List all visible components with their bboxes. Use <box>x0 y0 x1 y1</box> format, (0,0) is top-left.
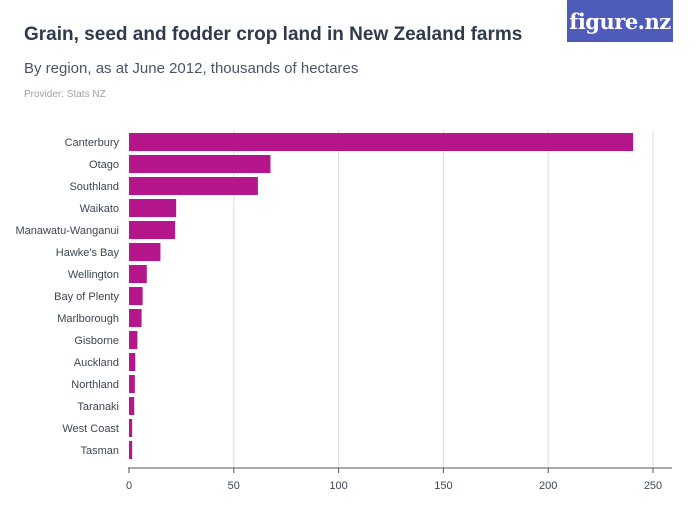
bar <box>129 265 147 283</box>
category-label: Auckland <box>74 357 119 369</box>
category-label: Taranaki <box>77 401 119 413</box>
bar <box>129 287 143 305</box>
category-label: Canterbury <box>65 137 120 149</box>
bar <box>129 155 271 173</box>
figure-nz-logo[interactable]: figure.nz <box>567 0 673 42</box>
bar <box>129 221 176 239</box>
x-tick-label: 250 <box>644 480 662 492</box>
category-label: Marlborough <box>57 313 119 325</box>
x-tick-label: 50 <box>228 480 240 492</box>
bar <box>129 419 133 437</box>
provider-note: Provider: Stats NZ <box>24 89 106 100</box>
category-label: Waikato <box>80 203 119 215</box>
category-label: Tasman <box>80 445 119 457</box>
category-label: Bay of Plenty <box>54 291 119 303</box>
bar <box>129 397 135 415</box>
x-tick-label: 0 <box>126 480 132 492</box>
x-tick-label: 200 <box>539 480 557 492</box>
bar <box>129 309 142 327</box>
category-label: Hawke's Bay <box>56 247 120 259</box>
category-label: Otago <box>89 159 119 171</box>
bar <box>129 177 258 195</box>
bar <box>129 441 133 459</box>
category-label: West Coast <box>62 423 119 435</box>
category-label: Southland <box>69 181 119 193</box>
bar <box>129 243 161 261</box>
bar <box>129 133 634 151</box>
category-label: Wellington <box>68 269 119 281</box>
x-tick-label: 100 <box>329 480 347 492</box>
chart-title: Grain, seed and fodder crop land in New … <box>24 24 523 45</box>
x-tick-label: 150 <box>434 480 452 492</box>
category-label: Gisborne <box>74 335 119 347</box>
category-label: Northland <box>71 379 119 391</box>
bar <box>129 353 136 371</box>
category-label: Manawatu-Wanganui <box>15 225 119 237</box>
bar <box>129 199 177 217</box>
bar <box>129 331 138 349</box>
bar <box>129 375 135 393</box>
chart-subtitle: By region, as at June 2012, thousands of… <box>24 60 359 77</box>
